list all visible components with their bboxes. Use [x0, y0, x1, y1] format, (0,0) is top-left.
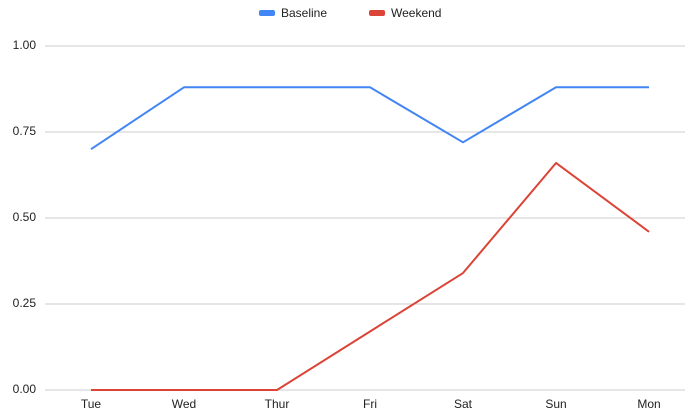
x-tick-label: Tue	[81, 397, 102, 411]
legend-swatch	[369, 10, 385, 16]
y-tick-label: 1.00	[13, 38, 37, 52]
line-series	[90, 86, 649, 151]
legend-label: Weekend	[391, 6, 441, 20]
legend-swatch	[259, 10, 275, 16]
x-tick-label: Fri	[363, 397, 377, 411]
x-tick-label: Thur	[265, 397, 290, 411]
x-tick-label: Sat	[454, 397, 473, 411]
x-tick-label: Wed	[172, 397, 196, 411]
y-tick-label: 0.25	[13, 296, 37, 310]
y-tick-label: 0.75	[13, 124, 37, 138]
y-tick-label: 0.50	[13, 210, 37, 224]
x-tick-label: Sun	[545, 397, 566, 411]
x-tick-label: Mon	[637, 397, 660, 411]
line-series	[91, 161, 650, 391]
y-tick-label: 0.00	[13, 382, 37, 396]
legend-label: Baseline	[281, 6, 327, 20]
